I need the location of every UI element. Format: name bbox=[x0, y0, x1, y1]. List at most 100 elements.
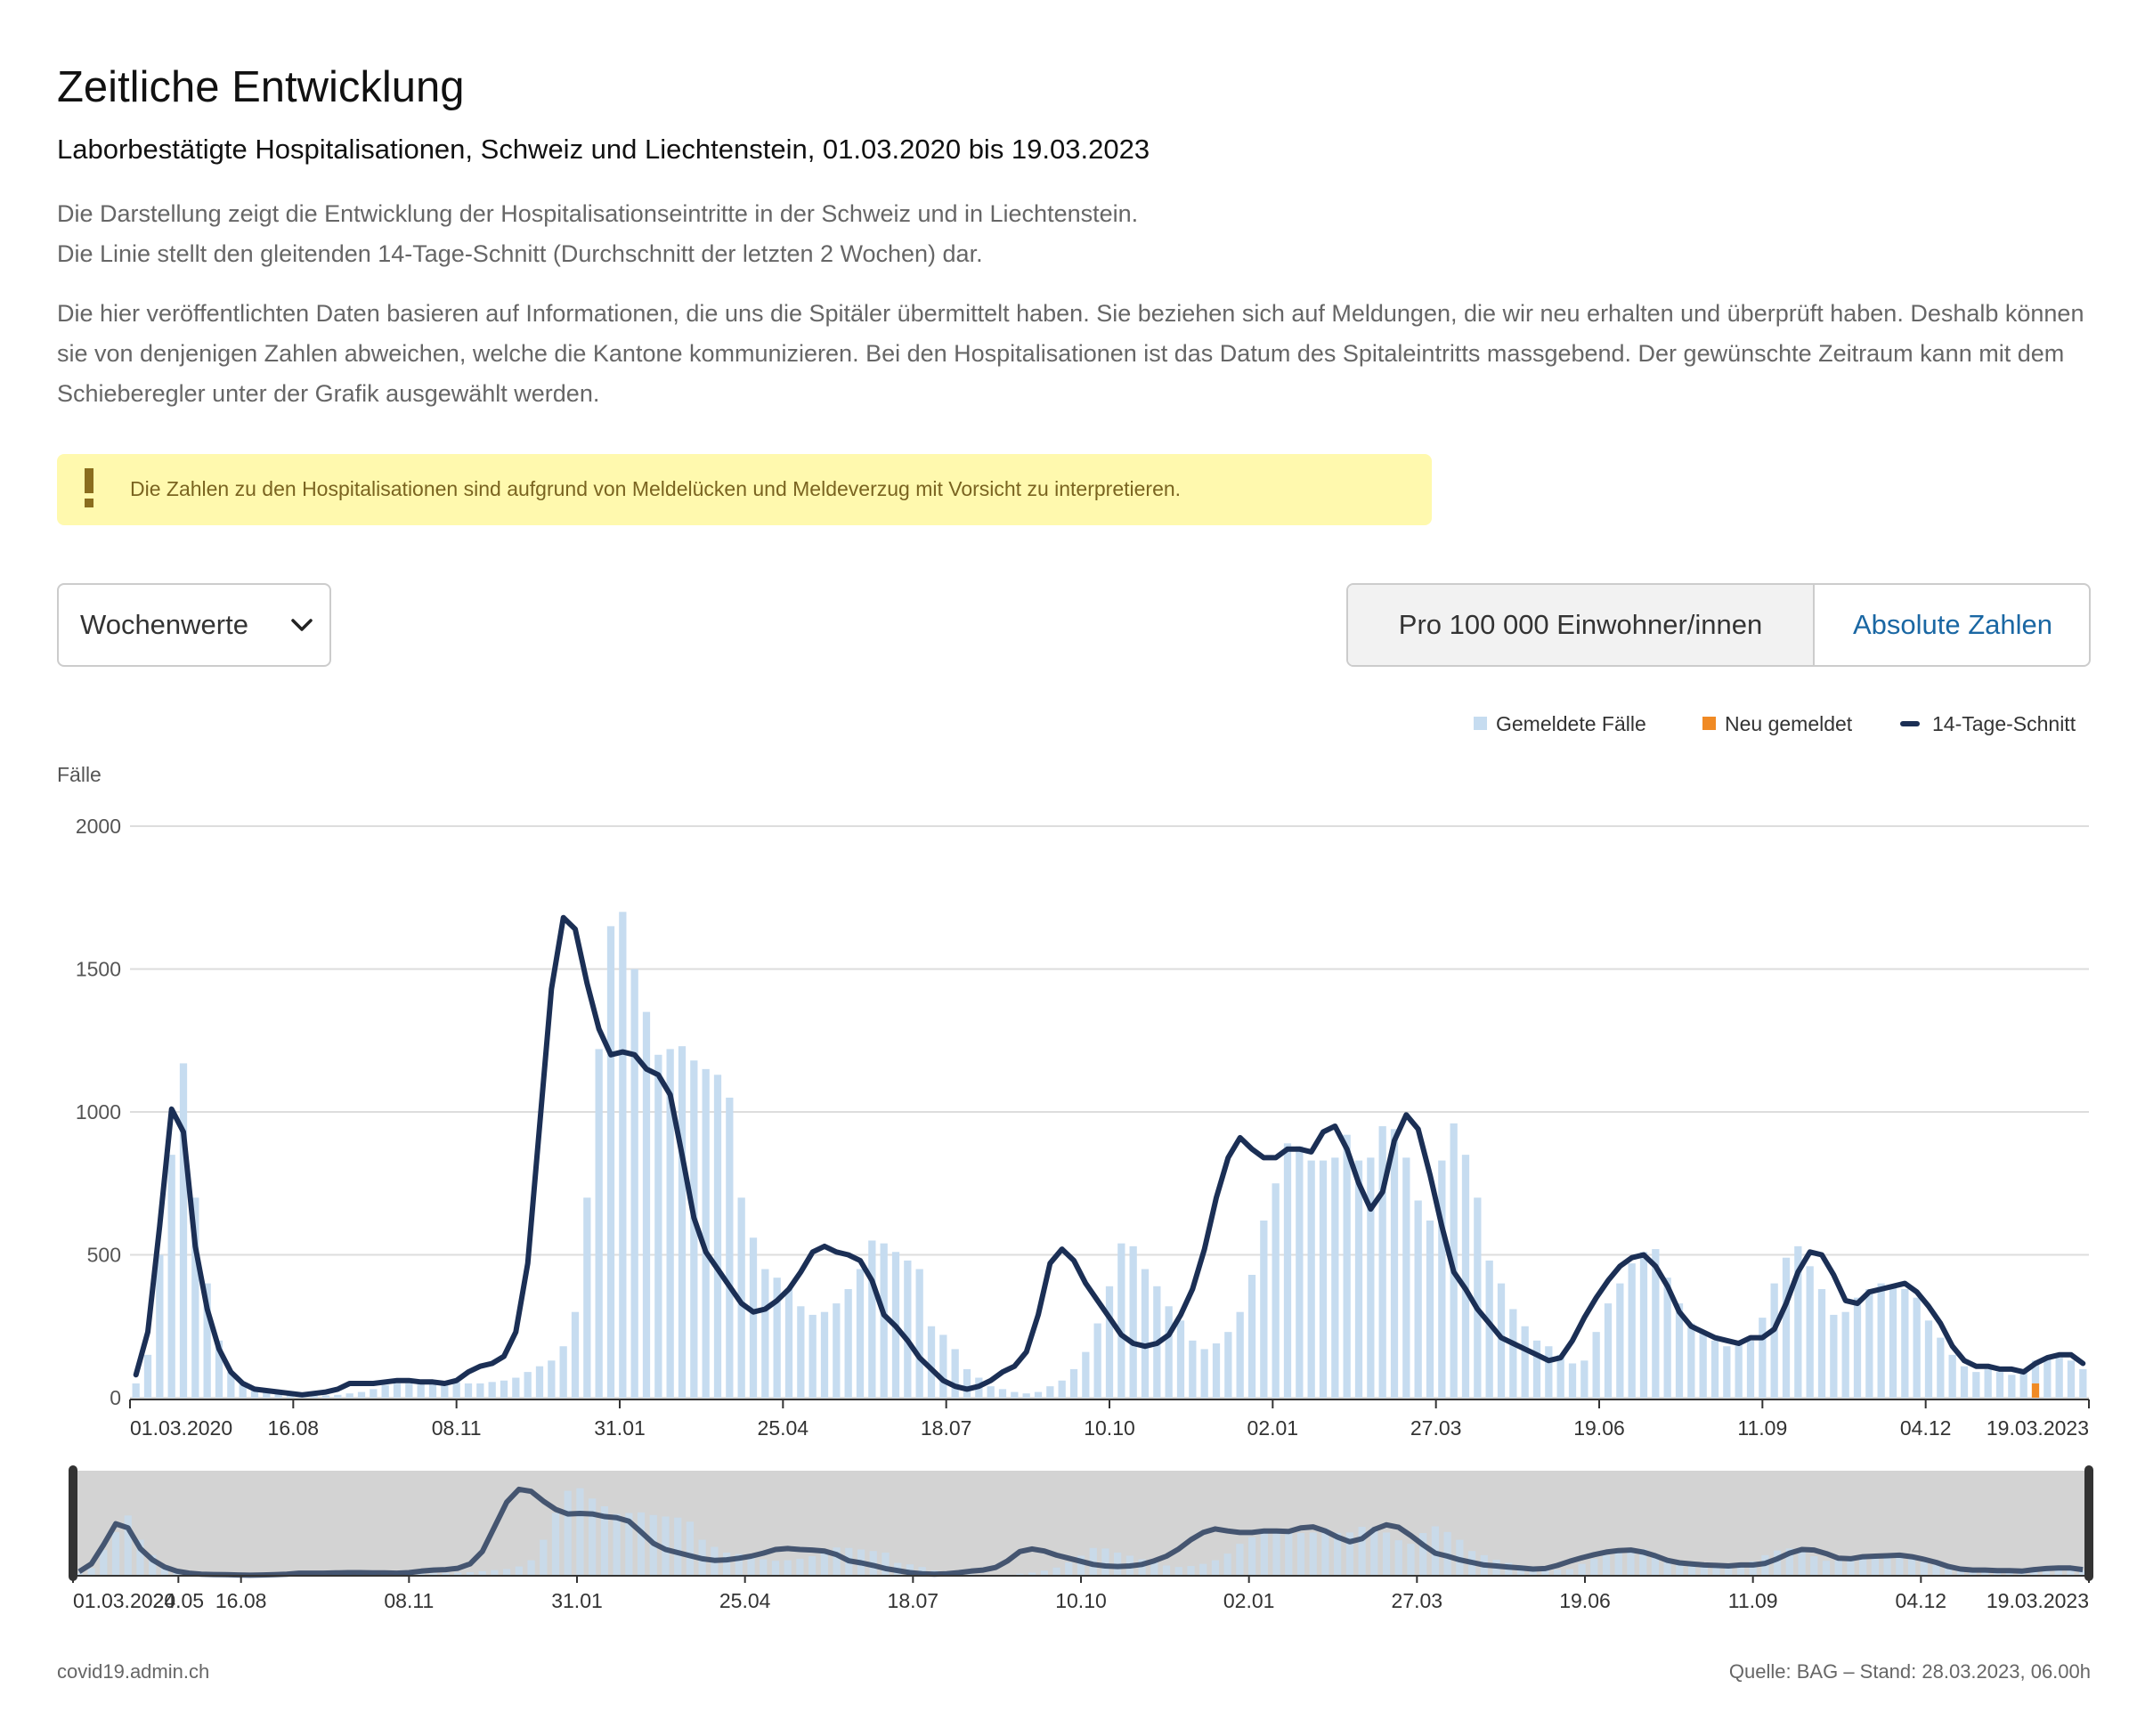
bar-reported bbox=[1556, 1354, 1564, 1398]
brush-bar bbox=[111, 1531, 120, 1576]
brush-bar bbox=[662, 1516, 670, 1576]
x-tick-label: 18.07 bbox=[921, 1416, 972, 1440]
range-handle-start[interactable] bbox=[69, 1465, 77, 1581]
bar-reported bbox=[713, 1075, 722, 1398]
brush-bar bbox=[1358, 1527, 1366, 1576]
bar-reported bbox=[820, 1311, 829, 1398]
bar-reported bbox=[726, 1097, 734, 1398]
range-handle-end[interactable] bbox=[2084, 1465, 2093, 1581]
bar-reported bbox=[1343, 1134, 1351, 1398]
bar-reported bbox=[1794, 1245, 1802, 1398]
bar-reported bbox=[1082, 1351, 1090, 1398]
brush-bar bbox=[1309, 1532, 1317, 1576]
brush-tick-label: 02.01 bbox=[1223, 1589, 1275, 1612]
brush-bar bbox=[589, 1498, 597, 1576]
brush-bar bbox=[1285, 1533, 1293, 1576]
bar-reported bbox=[1236, 1311, 1244, 1398]
bar-reported bbox=[1117, 1243, 1125, 1398]
brush-bar bbox=[1223, 1553, 1231, 1576]
page-subtitle: Laborbestätigte Hospitalisationen, Schwe… bbox=[57, 134, 1150, 165]
bar-reported bbox=[512, 1377, 520, 1398]
bar-reported bbox=[405, 1383, 413, 1398]
bar-reported bbox=[1474, 1197, 1482, 1398]
bar-reported bbox=[642, 1011, 651, 1398]
warning-banner: Die Zahlen zu den Hospitalisationen sind… bbox=[57, 454, 1432, 525]
brush-bar bbox=[1847, 1557, 1855, 1576]
brush-bar bbox=[2030, 1569, 2038, 1576]
brush-line-avg bbox=[77, 1486, 2084, 1578]
bar-reported bbox=[1426, 1220, 1434, 1398]
bar-reported bbox=[1865, 1289, 1873, 1398]
bar-reported bbox=[1438, 1160, 1446, 1398]
brush-bar bbox=[1602, 1554, 1611, 1576]
bar-reported bbox=[1604, 1303, 1613, 1398]
brush-bar bbox=[2005, 1571, 2013, 1576]
x-tick-label: 16.08 bbox=[268, 1416, 320, 1440]
brush-bar bbox=[1639, 1548, 1647, 1576]
brush-tick-label: 18.07 bbox=[888, 1589, 939, 1612]
bar-reported bbox=[1639, 1252, 1648, 1398]
brush-bar bbox=[1138, 1559, 1146, 1576]
bar-reported bbox=[345, 1393, 353, 1398]
brush-bar bbox=[87, 1568, 95, 1576]
bar-reported bbox=[1889, 1286, 1897, 1398]
bar-reported bbox=[963, 1368, 971, 1398]
brush-bar bbox=[1834, 1560, 1842, 1576]
bar-reported bbox=[464, 1383, 473, 1398]
per-capita-button[interactable]: Pro 100 000 Einwohner/innen bbox=[1348, 585, 1815, 665]
bar-reported bbox=[1260, 1220, 1268, 1398]
bar-reported bbox=[1901, 1289, 1909, 1398]
line-avg bbox=[133, 914, 2086, 1398]
bar-reported bbox=[2067, 1360, 2076, 1398]
bar-reported bbox=[428, 1380, 437, 1398]
brush-bar bbox=[527, 1560, 535, 1576]
bar-reported bbox=[1960, 1366, 1969, 1398]
bar-reported bbox=[393, 1383, 402, 1398]
main-line bbox=[133, 914, 2086, 1398]
bar-reported bbox=[156, 1254, 164, 1398]
brush-bar bbox=[576, 1488, 584, 1576]
brush-bar bbox=[1187, 1566, 1195, 1576]
brush-bar bbox=[1260, 1529, 1268, 1576]
y-tick-label: 500 bbox=[87, 1244, 121, 1267]
brush-bar bbox=[882, 1552, 890, 1576]
legend-item-reported[interactable]: Gemeldete Fälle bbox=[1474, 712, 1646, 736]
bar-reported bbox=[868, 1240, 876, 1398]
bar-reported bbox=[1165, 1306, 1173, 1398]
bar-reported bbox=[250, 1389, 259, 1398]
bar-reported bbox=[1877, 1283, 1885, 1398]
brush-bar bbox=[760, 1559, 768, 1576]
bar-reported bbox=[844, 1289, 852, 1398]
legend-swatch-new bbox=[1702, 717, 1716, 731]
bar-reported bbox=[1129, 1245, 1137, 1398]
brush-tick-label: 10.10 bbox=[1055, 1589, 1107, 1612]
bar-reported bbox=[227, 1372, 235, 1398]
brush-bar bbox=[1065, 1562, 1073, 1576]
bar-reported bbox=[179, 1063, 188, 1398]
granularity-selected-value: Wochenwerte bbox=[80, 609, 248, 640]
brush-bar bbox=[551, 1513, 560, 1576]
bar-reported bbox=[2019, 1368, 2027, 1398]
brush-bar bbox=[833, 1547, 841, 1576]
bar-reported bbox=[1272, 1183, 1280, 1398]
bar-reported bbox=[630, 969, 638, 1398]
bar-reported bbox=[927, 1326, 936, 1398]
y-tick-label: 1500 bbox=[76, 958, 121, 981]
brush-bar bbox=[478, 1570, 486, 1576]
brush-bar bbox=[820, 1552, 828, 1576]
bar-reported bbox=[773, 1278, 781, 1398]
brush-bar bbox=[1773, 1550, 1782, 1576]
description-line-1: Die Darstellung zeigt die Entwicklung de… bbox=[57, 200, 1139, 227]
brush-bar bbox=[1174, 1567, 1182, 1576]
brush-bar bbox=[1785, 1548, 1793, 1576]
legend-item-new[interactable]: Neu gemeldet bbox=[1702, 712, 1852, 736]
bar-reported bbox=[1746, 1340, 1755, 1398]
bar-reported bbox=[1176, 1320, 1185, 1398]
bar-reported bbox=[1913, 1297, 1921, 1398]
absolute-numbers-button[interactable]: Absolute Zahlen bbox=[1852, 609, 2053, 640]
bar-reported bbox=[500, 1380, 508, 1398]
brush-bar bbox=[747, 1556, 755, 1576]
granularity-select[interactable]: Wochenwerte bbox=[57, 583, 331, 667]
bar-reported bbox=[559, 1346, 567, 1398]
legend-item-avg[interactable]: 14-Tage-Schnitt bbox=[1900, 712, 2076, 736]
